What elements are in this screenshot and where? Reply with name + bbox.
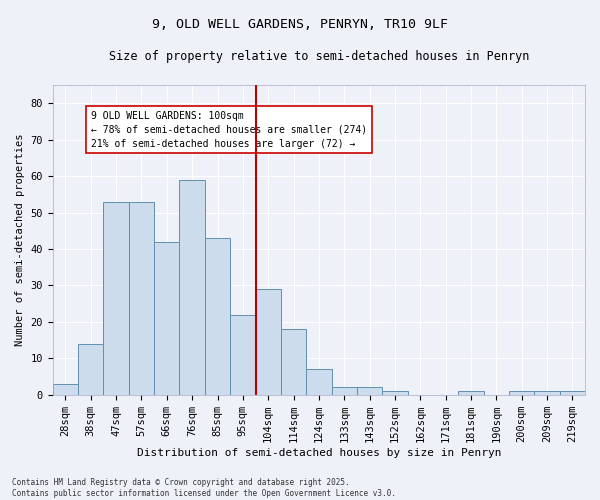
Bar: [535, 391, 560, 394]
Bar: [205, 238, 230, 394]
Bar: [78, 344, 103, 394]
Bar: [560, 391, 585, 394]
Bar: [103, 202, 129, 394]
Bar: [129, 202, 154, 394]
Bar: [357, 388, 382, 394]
Bar: [281, 329, 306, 394]
Text: 9, OLD WELL GARDENS, PENRYN, TR10 9LF: 9, OLD WELL GARDENS, PENRYN, TR10 9LF: [152, 18, 448, 30]
Bar: [382, 391, 407, 394]
Bar: [509, 391, 535, 394]
Bar: [179, 180, 205, 394]
Bar: [154, 242, 179, 394]
Text: 9 OLD WELL GARDENS: 100sqm
← 78% of semi-detached houses are smaller (274)
21% o: 9 OLD WELL GARDENS: 100sqm ← 78% of semi…: [91, 110, 367, 148]
Y-axis label: Number of semi-detached properties: Number of semi-detached properties: [15, 134, 25, 346]
X-axis label: Distribution of semi-detached houses by size in Penryn: Distribution of semi-detached houses by …: [137, 448, 501, 458]
Bar: [332, 388, 357, 394]
Bar: [53, 384, 78, 394]
Bar: [230, 314, 256, 394]
Bar: [256, 289, 281, 395]
Text: Contains HM Land Registry data © Crown copyright and database right 2025.
Contai: Contains HM Land Registry data © Crown c…: [12, 478, 396, 498]
Title: Size of property relative to semi-detached houses in Penryn: Size of property relative to semi-detach…: [109, 50, 529, 63]
Bar: [458, 391, 484, 394]
Bar: [306, 369, 332, 394]
